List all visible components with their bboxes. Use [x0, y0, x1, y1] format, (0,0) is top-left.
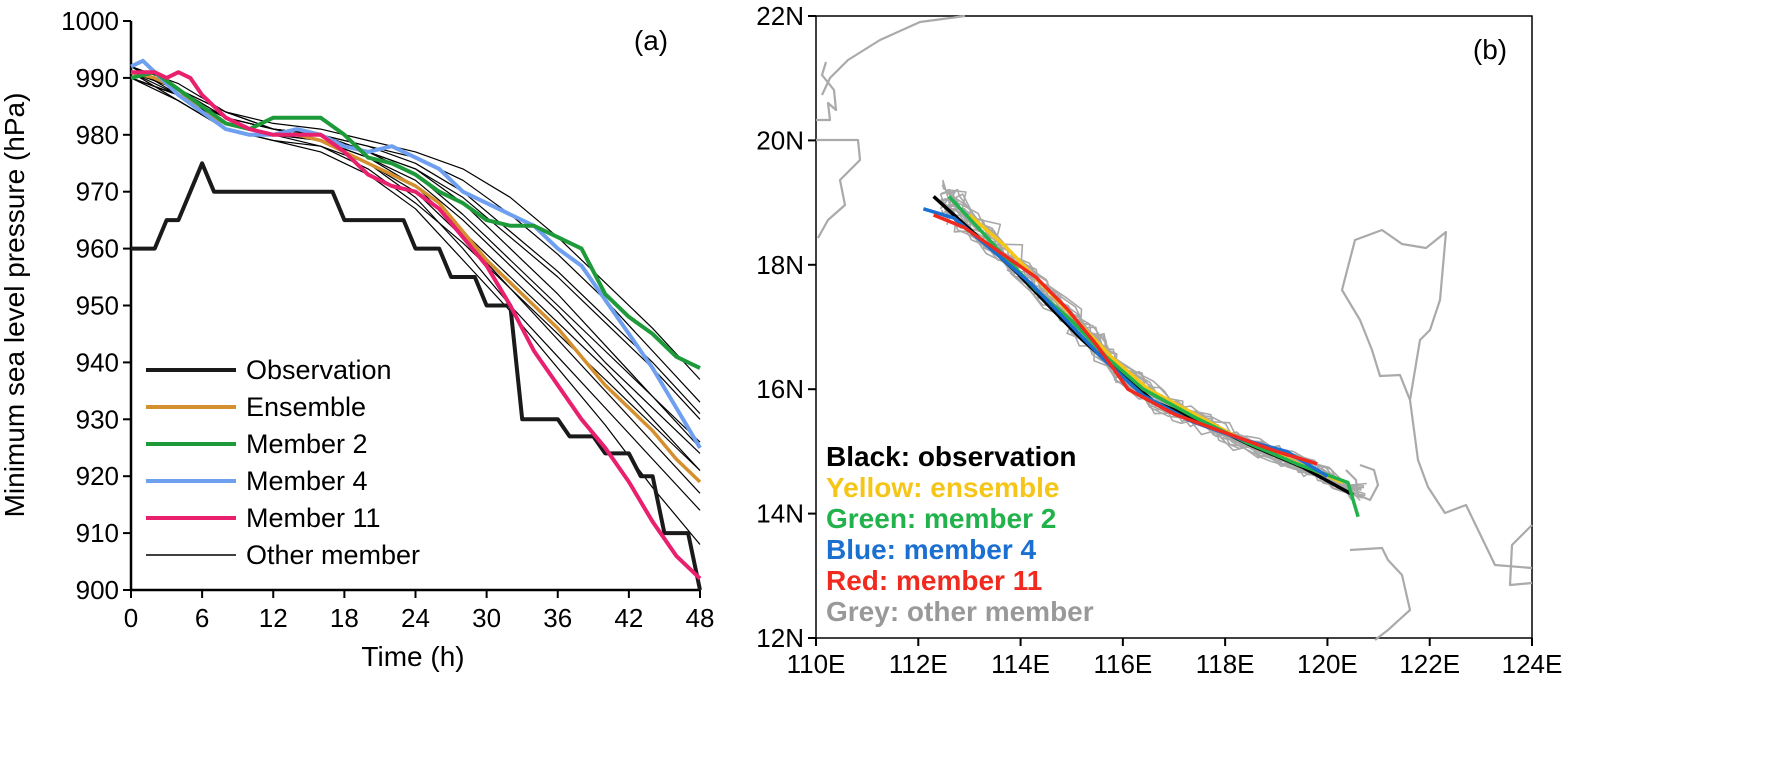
ensemble-line	[130, 70, 702, 484]
panel-a-x-tick-label: 6	[195, 603, 209, 633]
panel-b-x-tick-label: 110E	[787, 649, 846, 679]
other-member-line	[130, 71, 701, 420]
panel-a-y-axis-title: Minimum sea level pressure (hPa)	[0, 93, 30, 518]
member-2-line	[130, 70, 701, 370]
other-member-line	[130, 71, 701, 471]
panel-b-x-tick-label: 116E	[1093, 649, 1152, 679]
coastline-mindoro	[1345, 463, 1380, 502]
key-entry: Red: member 11	[826, 565, 1042, 596]
panel-a-y-tick-label: 940	[76, 347, 119, 377]
legend-label: Other member	[246, 540, 420, 570]
panel-b-y-tick-label: 16N	[756, 374, 804, 404]
panel-b-x-tick-label: 114E	[991, 649, 1050, 679]
panel-b-x-tick-label: 118E	[1196, 649, 1255, 679]
panel-b-y-tick-label: 12N	[756, 623, 804, 653]
panel-a-y-tick-label: 920	[76, 461, 119, 491]
panel-a-label: (a)	[634, 25, 668, 56]
member-11-line	[131, 70, 702, 581]
coastline-southern-islands	[1349, 524, 1533, 641]
other-member-line	[130, 71, 701, 494]
panel-b-x-tick-label: 122E	[1399, 649, 1460, 679]
panel-a-x-tick-label: 24	[401, 603, 430, 633]
coastline	[816, 14, 1533, 641]
panel-a-legend: Observation Ensemble Member 2 Member 4 Membe…	[146, 355, 420, 570]
panel-a-y-tick-label: 1000	[61, 6, 119, 36]
panel-a-x-tick-label: 12	[259, 603, 288, 633]
member-11-track	[932, 213, 1318, 466]
panel-b-x-tick-label: 112E	[889, 649, 948, 679]
panel-a-y-tick-label: 980	[76, 120, 119, 150]
legend-label: Member 4	[246, 466, 368, 496]
panel-a-x-tick-label: 48	[686, 603, 715, 633]
panel-a-y-tick-label: 950	[76, 291, 119, 321]
legend-label: Member 11	[246, 503, 381, 533]
panel-a-y-tick-label: 990	[76, 63, 119, 93]
panel-b-y-tick-label: 22N	[756, 1, 804, 31]
panel-a-x-tick-label: 18	[330, 603, 359, 633]
panel-b-x-tick-label: 120E	[1297, 649, 1358, 679]
panel-b-y-tick-label: 18N	[756, 250, 804, 280]
key-entry: Green: member 2	[826, 503, 1056, 534]
panel-b-label: (b)	[1473, 34, 1507, 65]
panel-a-x-tick-label: 42	[614, 603, 643, 633]
other-member-line	[130, 77, 701, 403]
panel-a-y-tick-label: 930	[76, 404, 119, 434]
key-entry: Black: observation	[826, 441, 1077, 472]
coastline-luzon	[1340, 228, 1533, 570]
key-entry: Blue: member 4	[826, 534, 1036, 565]
panel-a-x-tick-label: 36	[543, 603, 572, 633]
panel-a-chart: 0 6 12 18 24 30 36 42 48 900 910 920 930 940 950 960 970…	[0, 6, 714, 672]
key-entry: Yellow: ensemble	[826, 472, 1059, 503]
coastline-china	[821, 14, 966, 96]
other-member-line	[130, 65, 701, 471]
panel-a-x-tick-label: 30	[472, 603, 501, 633]
coastline-hainan	[816, 138, 862, 239]
legend-label: Observation	[246, 355, 392, 385]
panel-a-y-tick-label: 960	[76, 234, 119, 264]
member-4-line	[130, 58, 702, 449]
coastline-guangdong	[816, 61, 838, 122]
panel-b-y-tick-label: 14N	[756, 499, 804, 529]
panel-a-x-axis-title: Time (h)	[361, 641, 464, 672]
panel-b-y-tick-label: 20N	[756, 125, 804, 155]
legend-label: Member 2	[246, 429, 368, 459]
panel-a-y-tick-label: 910	[76, 518, 119, 548]
panel-b-frame	[815, 15, 1533, 639]
legend-label: Ensemble	[246, 392, 366, 422]
other-member-line	[130, 77, 701, 454]
key-entry: Grey: other member	[826, 596, 1094, 627]
other-member-line	[130, 71, 701, 443]
observation-line	[131, 161, 702, 591]
panel-a-y-tick-label: 970	[76, 177, 119, 207]
panel-b-map: 110E 112E 114E 116E 118E 120E 122E 124E 12N 14N 16…	[756, 1, 1562, 679]
member-4-track	[922, 207, 1329, 478]
panel-b-x-tick-label: 124E	[1502, 649, 1563, 679]
panel-a-y-tick-label: 900	[76, 575, 119, 605]
panel-a-x-tick-label: 0	[124, 603, 138, 633]
